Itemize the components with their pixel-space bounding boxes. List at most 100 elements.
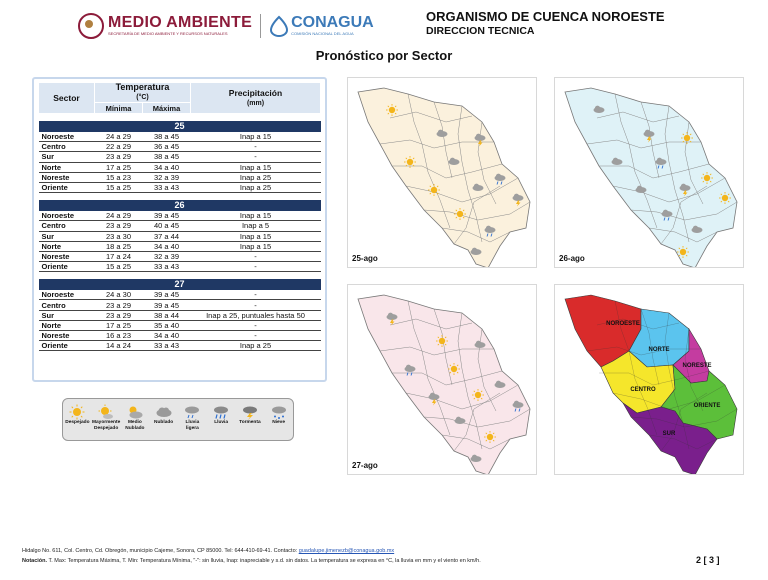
max-temp-cell: 38 a 45	[142, 132, 191, 143]
max-temp-cell: 33 a 43	[142, 182, 191, 194]
cloud-icon	[470, 454, 482, 462]
legend-item: Mayormente Despejado	[92, 404, 120, 431]
sector-label: NORTE	[649, 347, 670, 353]
footer-notation: Notación. T. Max: Temperatura Máxima, T.…	[22, 558, 481, 564]
partly-cloudy-icon	[129, 406, 143, 419]
rain-icon	[484, 225, 496, 237]
sun-icon	[448, 363, 460, 375]
medio-ambiente-subtitle: SECRETARÍA DE MEDIO AMBIENTE Y RECURSOS …	[108, 31, 228, 36]
table-row: Oriente 15 a 25 33 a 43-	[38, 261, 321, 273]
table-row: Centro 22 a 29 36 a 45-	[38, 141, 321, 153]
precip-cell: Inap a 15	[190, 211, 321, 222]
day-header-row: 27	[38, 279, 321, 291]
sun-icon	[428, 184, 440, 196]
storm-icon	[679, 183, 691, 197]
sector-label: NORESTE	[682, 363, 711, 369]
cloud-icon	[454, 416, 466, 424]
municipality-border	[660, 392, 708, 452]
sector-map-regions: NOROESTE NORTE NORESTE CENTRO ORIENTE SUR	[564, 294, 738, 474]
storm-icon	[242, 406, 257, 420]
precip-cell: -	[190, 320, 321, 332]
table-row: Sur 23 a 30 37 a 44 Inap a 15	[38, 231, 321, 242]
precip-cell: Inap a 5	[190, 220, 321, 232]
municipality-border	[664, 105, 690, 243]
header-min: Mínima	[94, 102, 143, 114]
municipality-border	[392, 163, 503, 179]
legend-label: Lluvia	[214, 420, 229, 425]
forecast-map-26	[564, 87, 738, 267]
table-row: Sur 23 a 29 38 a 44 Inap a 25, puntuales ha…	[38, 310, 321, 321]
day-header-row: 25	[38, 121, 321, 132]
medio-ambiente-title: MEDIO AMBIENTE	[108, 14, 253, 31]
max-temp-cell: 36 a 45	[142, 141, 191, 153]
logo-divider	[260, 14, 262, 38]
rain-icon	[494, 173, 506, 185]
max-temp-cell: 33 a 43	[142, 261, 191, 273]
max-temp-cell: 35 a 40	[142, 320, 191, 332]
organization-title: ORGANISMO DE CUENCA NOROESTE	[426, 9, 665, 24]
storm-icon	[428, 392, 440, 406]
legend-item: Lluvia ligera	[179, 404, 205, 431]
sun-icon	[719, 192, 731, 204]
sector-cell: Centro	[38, 141, 95, 153]
rain-icon	[404, 364, 416, 376]
sun-icon	[404, 156, 416, 168]
municipality-border	[407, 300, 451, 436]
municipality-border	[630, 408, 738, 428]
map-panel-26: 26-ago	[554, 77, 744, 268]
municipality-border	[612, 177, 726, 203]
table-spacer	[38, 271, 321, 280]
cloud-icon	[691, 225, 703, 233]
storm-icon	[386, 312, 398, 326]
notation-text: T. Max: Temperatura Máxima, T. Min: Temp…	[47, 558, 481, 564]
municipality-border	[660, 185, 708, 245]
sector-cell: Noreste	[38, 330, 95, 342]
footer-address: Hidalgo No. 611, Col. Centro, Cd. Obregó…	[22, 548, 394, 554]
legend-label: Medio Nublado	[125, 420, 145, 431]
cloud-icon	[494, 380, 506, 388]
cloud-icon	[472, 183, 484, 191]
sector-cell: Noroeste	[38, 290, 95, 301]
legend-label: Nublado	[154, 420, 174, 425]
sun-icon	[454, 208, 466, 220]
municipality-border	[453, 185, 501, 245]
contact-email-link[interactable]: guadalupe.jimenezb@conagua.gob.mx	[298, 548, 395, 554]
max-temp-cell: 38 a 45	[142, 151, 191, 163]
municipality-border	[433, 101, 453, 179]
mostly-sunny-icon	[98, 404, 114, 419]
table-row: Norte 17 a 25 35 a 40-	[38, 320, 321, 332]
sector-cell: Oriente	[38, 182, 95, 194]
state-outline	[357, 294, 531, 474]
day-header: 27	[38, 279, 321, 291]
min-temp-cell: 15 a 25	[94, 182, 143, 194]
max-temp-cell: 33 a 43	[142, 340, 191, 352]
header-precipitation-label: Precipitación	[228, 87, 283, 98]
municipality-border	[664, 312, 690, 450]
municipality-border	[586, 346, 701, 356]
conagua-logo: CONAGUA COMISIÓN NACIONAL DEL AGUA	[291, 15, 374, 37]
table-row: Oriente 15 a 25 33 a 43 Inap a 25	[38, 182, 321, 194]
municipality-border	[389, 111, 473, 123]
forecast-map-25	[357, 87, 531, 267]
legend-item: Lluvia	[208, 404, 234, 426]
conagua-mark-icon	[270, 15, 289, 37]
min-temp-cell: 24 a 29	[94, 211, 143, 222]
table-row: Oriente 14 a 24 33 a 43 Inap a 25	[38, 340, 321, 352]
min-temp-cell: 17 a 24	[94, 251, 143, 263]
spacer-cell	[38, 271, 321, 280]
municipality-border	[457, 105, 483, 243]
snow-icon	[271, 406, 286, 419]
sector-cell: Norte	[38, 241, 95, 252]
table-row: Centro 23 a 29 40 a 45 Inap a 5	[38, 220, 321, 232]
min-temp-cell: 23 a 29	[94, 151, 143, 163]
municipality-border	[596, 111, 680, 123]
municipality-border	[405, 177, 519, 203]
legend-item: Nieve	[266, 404, 292, 426]
state-map	[564, 87, 738, 267]
spacer-cell	[38, 113, 321, 121]
sun-icon	[69, 404, 85, 420]
legend-label: Despejado	[65, 420, 90, 425]
sector-cell: Oriente	[38, 261, 95, 273]
municipality-border	[433, 308, 453, 386]
mexico-seal-icon	[78, 13, 104, 39]
